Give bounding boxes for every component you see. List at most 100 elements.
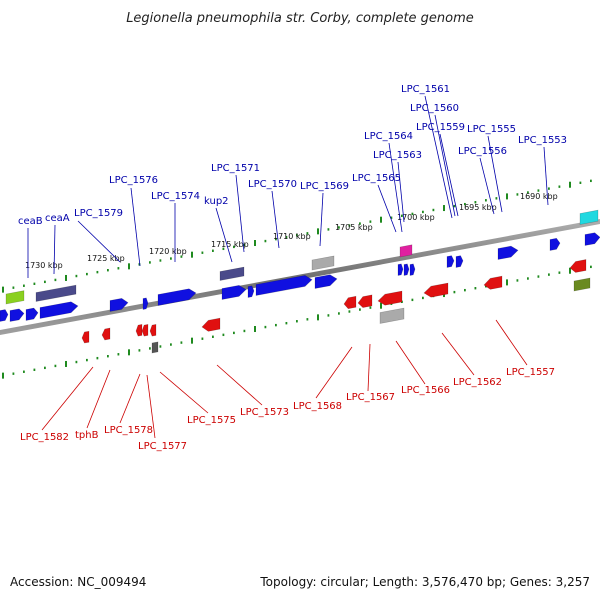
outer-ring-dot xyxy=(159,259,162,262)
gene-label[interactable]: LPC_1567 xyxy=(346,392,395,403)
gene-label[interactable]: LPC_1559 xyxy=(416,122,465,133)
gene-label[interactable]: kup2 xyxy=(204,196,229,207)
outer-ring-dot xyxy=(285,235,288,239)
gene-label[interactable]: LPC_1568 xyxy=(293,401,342,412)
bottom-gene-labels: LPC_1582 tphB LPC_1578 LPC_1577 LPC_1575… xyxy=(20,367,555,452)
leader-line xyxy=(77,220,121,263)
outer-ring-dot xyxy=(537,189,540,192)
gene-label[interactable]: LPC_1566 xyxy=(401,385,450,396)
outer-ring-dot xyxy=(44,280,46,284)
inner-ring-dot xyxy=(2,372,4,379)
gene-label[interactable]: LPC_1555 xyxy=(467,124,516,135)
leader-line xyxy=(377,184,397,233)
inner-ring-dot xyxy=(422,296,424,300)
outer-ring-dot xyxy=(569,181,571,188)
scale-label: 1715 kbp xyxy=(211,240,249,249)
scale-label: 1690 kbp xyxy=(520,192,558,201)
gene-label[interactable]: LPC_1573 xyxy=(240,407,289,418)
gene-label[interactable]: LPC_1560 xyxy=(410,103,459,114)
leader-line xyxy=(315,346,353,399)
outer-ring-dot xyxy=(411,212,414,216)
outer-ring-dot xyxy=(180,255,183,258)
forward-gene xyxy=(497,245,519,260)
gene-label[interactable]: LPC_1562 xyxy=(453,377,502,388)
leader-line xyxy=(41,366,94,431)
forward-gene xyxy=(221,285,247,300)
inner-ring-dot xyxy=(170,343,172,346)
gene-label[interactable]: LPC_1571 xyxy=(211,163,260,174)
gene-label[interactable]: LPC_1575 xyxy=(187,415,236,426)
outer-ring-dot xyxy=(275,237,277,241)
gene-label[interactable]: LPC_1574 xyxy=(151,191,200,202)
inner-ring-dot xyxy=(201,337,204,340)
scale-label: 1720 kbp xyxy=(149,247,187,256)
outer-ring-dot xyxy=(33,282,36,286)
gene-label[interactable]: LPC_1556 xyxy=(458,146,507,157)
outer-ring-dot xyxy=(23,284,25,287)
rna-gene xyxy=(379,307,405,324)
outer-ring-dot xyxy=(558,185,561,188)
gene-label[interactable]: LPC_1569 xyxy=(300,181,349,192)
inner-ring-dot xyxy=(569,267,571,274)
gene-label[interactable]: LPC_1582 xyxy=(20,432,69,443)
outer-ring-dot xyxy=(432,208,435,212)
pseudo-gene xyxy=(219,266,245,281)
gene-label[interactable]: LPC_1561 xyxy=(401,84,450,95)
gene-label[interactable]: LPC_1565 xyxy=(352,173,401,184)
inner-ring-dot xyxy=(180,341,183,344)
inner-ring-dot xyxy=(149,347,151,350)
reverse-gene xyxy=(357,294,373,308)
outer-ring-dot xyxy=(306,232,309,235)
inner-ring-dot xyxy=(369,306,372,309)
forward-gene xyxy=(446,255,455,268)
outer-ring-dot xyxy=(401,214,403,218)
outer-ring-dot xyxy=(243,243,246,247)
gene-label[interactable]: LPC_1577 xyxy=(138,441,187,452)
outer-ring-dot xyxy=(201,251,204,254)
leader-line xyxy=(130,187,141,267)
gene-label[interactable]: LPC_1563 xyxy=(373,150,422,161)
gene-features xyxy=(0,209,600,354)
reverse-gene xyxy=(81,330,90,344)
forward-gene xyxy=(397,263,404,276)
reverse-gene xyxy=(141,324,149,337)
reverse-gene xyxy=(149,324,157,337)
gene-label[interactable]: ceaB xyxy=(18,216,43,227)
reverse-gene xyxy=(423,282,449,298)
leader-line xyxy=(86,369,111,429)
gene-label[interactable]: ceaA xyxy=(45,213,70,224)
leader-line xyxy=(53,224,56,275)
forward-gene xyxy=(584,232,600,246)
inner-ring-dot xyxy=(243,329,246,333)
leader-line xyxy=(159,371,209,414)
scale-label: 1705 kbp xyxy=(335,223,373,232)
outer-ring-dot xyxy=(443,205,445,212)
gene-label[interactable]: LPC_1557 xyxy=(506,367,555,378)
outer-ring-dot xyxy=(254,240,256,247)
gene-label[interactable]: LPC_1578 xyxy=(104,425,153,436)
inner-ring-dot xyxy=(359,308,361,311)
gene-label[interactable]: LPC_1553 xyxy=(518,135,567,146)
scale-label: 1725 kbp xyxy=(87,254,125,263)
rna-gene xyxy=(311,255,335,271)
gene-label[interactable]: LPC_1564 xyxy=(364,131,413,142)
inner-ring-dot xyxy=(537,275,540,278)
accession-text: Accession: NC_009494 xyxy=(10,575,146,589)
leader-line xyxy=(543,146,549,206)
outer-ring-dot xyxy=(390,216,393,219)
leader-line xyxy=(395,340,426,385)
inner-ring-dot xyxy=(254,326,256,333)
gene-label[interactable]: tphB xyxy=(75,430,99,441)
outer-ring-dot xyxy=(317,228,319,235)
reverse-gene xyxy=(377,290,403,306)
leader-line xyxy=(146,374,156,439)
forward-gene xyxy=(255,275,313,296)
gene-label[interactable]: LPC_1579 xyxy=(74,208,123,219)
inner-ring-dot xyxy=(516,279,519,282)
gene-label[interactable]: LPC_1576 xyxy=(109,175,158,186)
inner-ring-dot xyxy=(285,321,288,325)
inner-ring-dot xyxy=(191,337,193,344)
outer-ring-dot xyxy=(485,199,487,202)
gene-label[interactable]: LPC_1570 xyxy=(248,179,297,190)
inner-ring-dot xyxy=(348,310,351,313)
